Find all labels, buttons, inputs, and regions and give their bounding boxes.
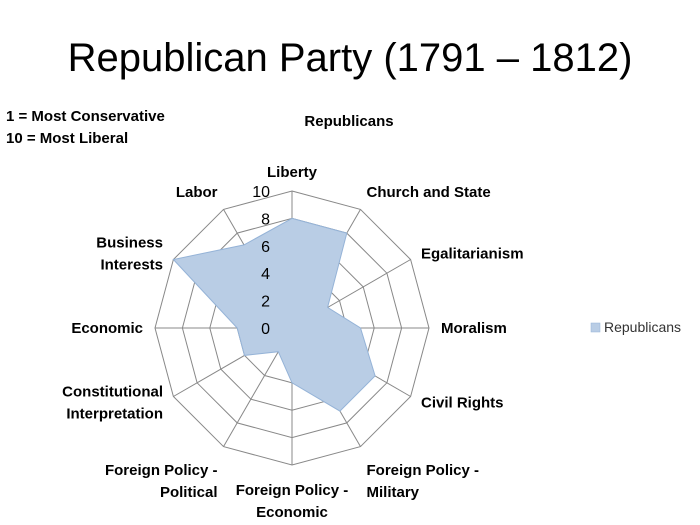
tick-label: 0 <box>261 321 270 338</box>
category-label: Business Interests <box>96 235 163 274</box>
series-area <box>172 217 376 412</box>
legend-swatch <box>590 322 601 333</box>
radial-tick-labels: 0 2 4 6 8 10 <box>252 184 270 338</box>
tick-label: 6 <box>261 239 270 256</box>
slide-title: Republican Party (1791 – 1812) <box>67 36 633 80</box>
category-label: Economic <box>71 320 143 337</box>
category-label: Foreign Policy -Economic <box>236 482 349 521</box>
tick-label: 8 <box>261 211 270 228</box>
legend: Republicans <box>590 319 681 335</box>
category-label: Church and State <box>367 184 491 201</box>
tick-label: 4 <box>261 266 270 283</box>
category-label: Egalitarianism <box>421 246 524 263</box>
series-layer <box>172 217 376 412</box>
category-label: Labor <box>176 184 218 201</box>
category-label: Moralism <box>441 320 507 337</box>
tick-label: 10 <box>252 184 270 201</box>
scale-note-line-2: 10 = Most Liberal <box>6 130 129 147</box>
category-label: Foreign Policy -Political <box>105 462 218 501</box>
legend-label: Republicans <box>604 319 681 335</box>
chart-title: Republicans <box>304 113 393 130</box>
category-labels: Liberty Church and State Egalitarianism Mor… <box>62 164 523 521</box>
scale-note: 1 = Most Conservative 10 = Most Liberal <box>6 106 165 150</box>
category-label: Civil Rights <box>421 395 504 412</box>
tick-label: 2 <box>261 294 270 311</box>
category-label: Foreign Policy -Military <box>367 462 480 501</box>
category-label: Liberty <box>267 164 318 181</box>
category-label: Constitutional Interpretation <box>62 384 163 423</box>
scale-note-line-1: 1 = Most Conservative <box>6 108 165 125</box>
